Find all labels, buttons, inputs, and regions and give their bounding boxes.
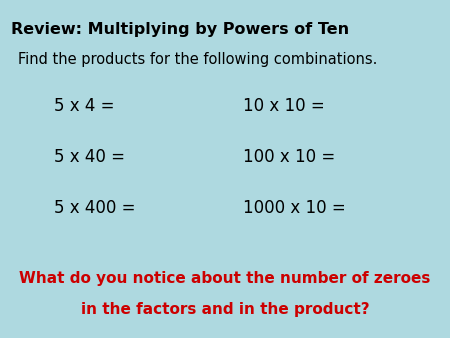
Text: 5 x 40 =: 5 x 40 = <box>54 148 125 166</box>
Text: in the factors and in the product?: in the factors and in the product? <box>81 302 369 317</box>
Text: 5 x 400 =: 5 x 400 = <box>54 199 135 217</box>
Text: 10 x 10 =: 10 x 10 = <box>243 97 325 116</box>
Text: 1000 x 10 =: 1000 x 10 = <box>243 199 346 217</box>
Text: 100 x 10 =: 100 x 10 = <box>243 148 335 166</box>
Text: What do you notice about the number of zeroes: What do you notice about the number of z… <box>19 271 431 286</box>
Text: Review: Multiplying by Powers of Ten: Review: Multiplying by Powers of Ten <box>11 22 349 37</box>
Text: 5 x 4 =: 5 x 4 = <box>54 97 114 116</box>
Text: Find the products for the following combinations.: Find the products for the following comb… <box>18 52 378 67</box>
